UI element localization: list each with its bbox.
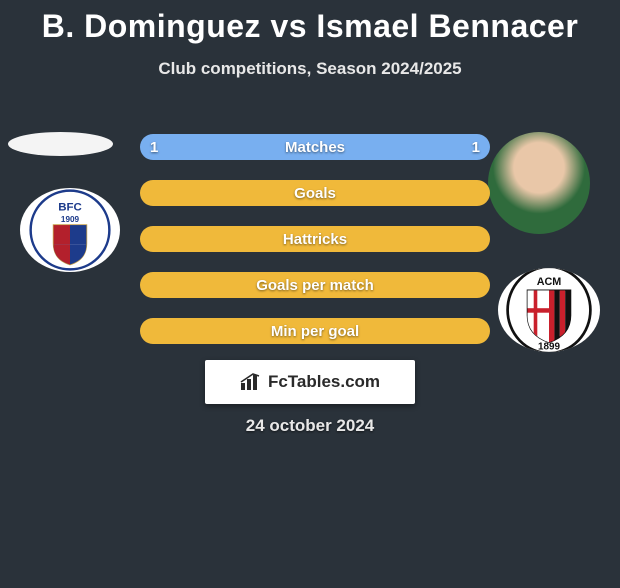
stat-label: Min per goal — [271, 323, 359, 340]
player-right-avatar — [488, 132, 590, 234]
player-left-avatar — [8, 132, 113, 156]
stats-bars: 1 Matches 1 Goals Hattricks Goals per match Mi… — [140, 134, 490, 364]
watermark-text: FcTables.com — [268, 372, 380, 392]
stat-label: Matches — [285, 139, 345, 156]
acm-year: 1899 — [538, 342, 560, 352]
stat-row: 1 Matches 1 — [140, 134, 490, 160]
stat-row: Goals — [140, 180, 490, 206]
club-right-badge: ACM 1899 — [498, 268, 600, 352]
bar-chart-icon — [240, 373, 262, 391]
player-face-icon — [488, 132, 590, 234]
stat-row: Goals per match — [140, 272, 490, 298]
stat-row: Min per goal — [140, 318, 490, 344]
bfc-badge-icon: BFC 1909 — [29, 189, 111, 271]
stat-label: Goals — [294, 185, 336, 202]
bfc-abbrev: BFC — [58, 201, 82, 213]
bfc-year: 1909 — [61, 215, 80, 224]
watermark: FcTables.com — [205, 360, 415, 404]
stat-row: Hattricks — [140, 226, 490, 252]
stat-right-value: 1 — [472, 139, 480, 156]
date-text: 24 october 2024 — [0, 416, 620, 436]
acm-badge-icon: ACM 1899 — [504, 268, 594, 352]
stat-left-value: 1 — [150, 139, 158, 156]
stat-label: Goals per match — [256, 277, 374, 294]
page-title: B. Dominguez vs Ismael Bennacer — [0, 8, 620, 45]
stat-label: Hattricks — [283, 231, 347, 248]
club-left-badge: BFC 1909 — [20, 188, 120, 272]
acm-abbrev: ACM — [537, 276, 562, 288]
page-subtitle: Club competitions, Season 2024/2025 — [0, 59, 620, 79]
